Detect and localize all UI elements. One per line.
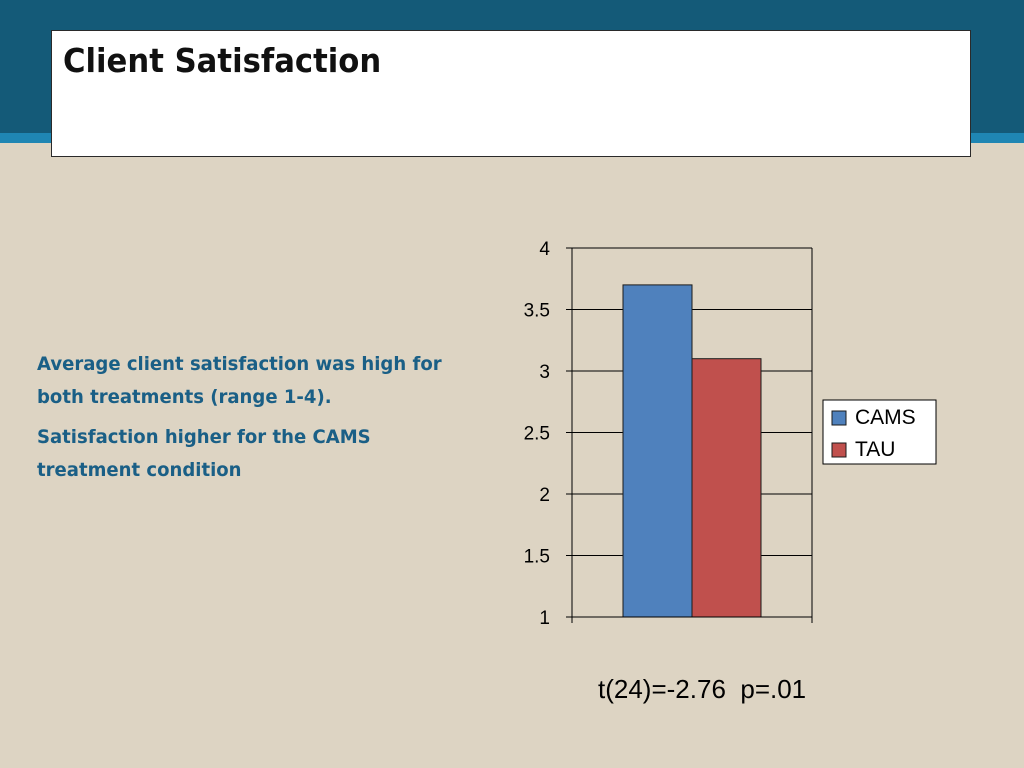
y-tick-label: 2	[539, 485, 550, 506]
bullet-2: Satisfaction higher for the CAMS treatme…	[37, 426, 371, 481]
y-tick-label: 3.5	[524, 301, 550, 322]
legend-swatch-tau	[831, 442, 847, 458]
title-box: Client Satisfaction	[51, 30, 971, 157]
legend-swatch-cams	[831, 410, 847, 426]
bar-layer	[622, 284, 762, 618]
bar-tau	[691, 358, 762, 618]
bar-cams	[622, 284, 693, 618]
legend-label-cams: CAMS	[855, 406, 916, 429]
y-tick-label: 4	[539, 239, 550, 260]
y-tick-label: 3	[539, 362, 550, 383]
y-tick-label: 1	[539, 608, 550, 629]
bullet-1: Average client satisfaction was high for…	[37, 353, 442, 408]
chart-legend: CAMS TAU	[822, 399, 937, 465]
statistics-text: t(24)=-2.76 p=.01	[598, 674, 807, 704]
y-tick-label: 1.5	[524, 547, 550, 568]
body-text: Average client satisfaction was high for…	[37, 348, 477, 494]
tick-label-layer: 1 1.5 2 2.5 3 3.5 4	[524, 239, 551, 629]
y-tick-label: 2.5	[524, 424, 550, 445]
legend-label-tau: TAU	[855, 438, 895, 461]
slide-title: Client Satisfaction	[63, 41, 382, 80]
axis-layer	[566, 247, 813, 623]
